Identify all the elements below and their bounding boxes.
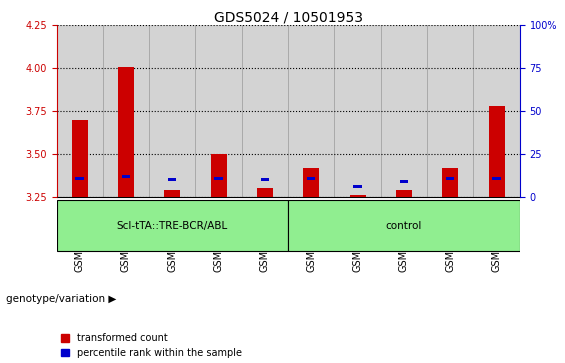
Bar	[303, 168, 319, 197]
Text: genotype/variation ▶: genotype/variation ▶	[6, 294, 116, 305]
Bar	[473, 25, 520, 197]
Bar	[354, 185, 362, 188]
Bar	[381, 25, 427, 197]
Bar	[307, 176, 315, 180]
Bar	[350, 195, 366, 197]
Bar	[334, 25, 381, 197]
Bar	[149, 25, 195, 197]
Bar	[72, 120, 88, 197]
Text: ScI-tTA::TRE-BCR/ABL: ScI-tTA::TRE-BCR/ABL	[117, 220, 228, 231]
Legend: transformed count, percentile rank within the sample: transformed count, percentile rank withi…	[62, 333, 242, 358]
Bar	[288, 25, 334, 197]
Bar	[122, 175, 130, 178]
Bar	[446, 176, 454, 180]
Bar	[168, 178, 176, 182]
Bar	[56, 200, 288, 251]
Bar	[442, 168, 458, 197]
Bar	[427, 25, 473, 197]
Bar	[164, 190, 180, 197]
Bar	[118, 66, 134, 197]
Bar	[493, 176, 501, 180]
Bar	[56, 25, 103, 197]
Title: GDS5024 / 10501953: GDS5024 / 10501953	[214, 10, 363, 24]
Bar	[400, 180, 408, 183]
Bar	[195, 25, 242, 197]
Bar	[242, 25, 288, 197]
Bar	[211, 154, 227, 197]
Bar	[76, 176, 84, 180]
Bar	[489, 106, 505, 197]
Bar	[261, 178, 269, 182]
Bar	[103, 25, 149, 197]
Bar	[396, 190, 412, 197]
Bar	[288, 200, 520, 251]
Text: control: control	[386, 220, 422, 231]
Bar	[257, 188, 273, 197]
Bar	[215, 176, 223, 180]
